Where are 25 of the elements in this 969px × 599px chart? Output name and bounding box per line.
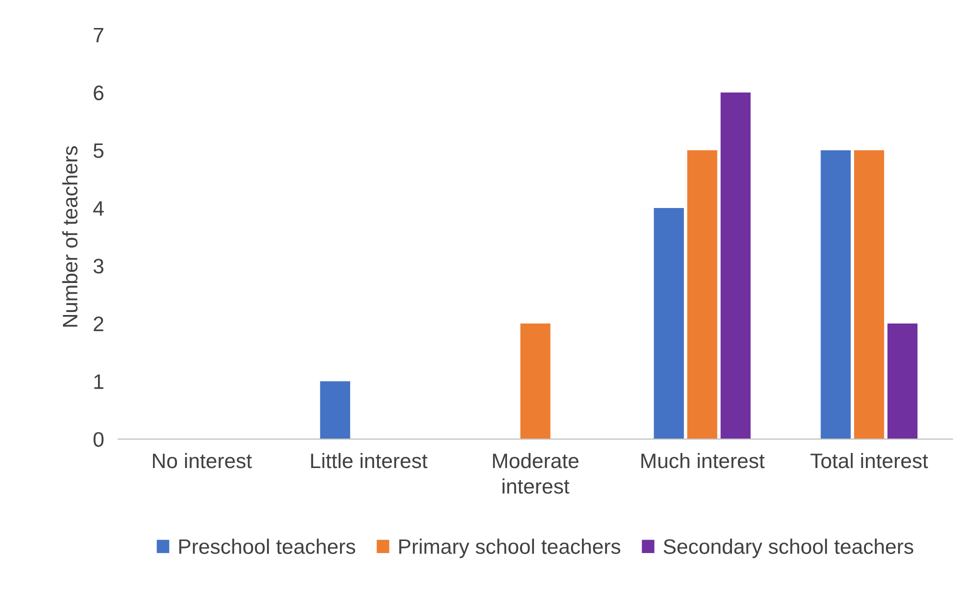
y-tick-label: 6 bbox=[94, 86, 104, 100]
x-tick-label: Moderate interest bbox=[493, 452, 578, 494]
y-tick-label: 3 bbox=[94, 258, 104, 274]
legend-label: Primary school teachers bbox=[399, 538, 620, 558]
bar bbox=[720, 92, 751, 440]
bar bbox=[854, 150, 884, 440]
y-tick-label: 0 bbox=[94, 432, 104, 447]
legend-label: Preschool teachers bbox=[179, 538, 356, 554]
y-tick-label: 4 bbox=[93, 201, 104, 216]
bar bbox=[887, 324, 918, 440]
x-tick-label: No interest bbox=[152, 452, 252, 468]
y-tick-label: 5 bbox=[94, 143, 104, 158]
bar bbox=[654, 208, 684, 440]
y-tick-label: 7 bbox=[94, 28, 104, 42]
bar bbox=[520, 324, 550, 440]
y-tick-label: 2 bbox=[94, 316, 104, 332]
x-tick-label: Little interest bbox=[311, 452, 428, 468]
x-tick-label: Total interest bbox=[810, 452, 928, 468]
y-axis-title: Number of teachers bbox=[62, 146, 78, 327]
x-tick-label: Much interest bbox=[641, 452, 765, 468]
legend-label: Secondary school teachers bbox=[664, 538, 914, 558]
bar bbox=[687, 150, 718, 440]
bar bbox=[820, 150, 851, 440]
y-tick-label: 1 bbox=[94, 374, 104, 389]
bar bbox=[320, 381, 350, 440]
